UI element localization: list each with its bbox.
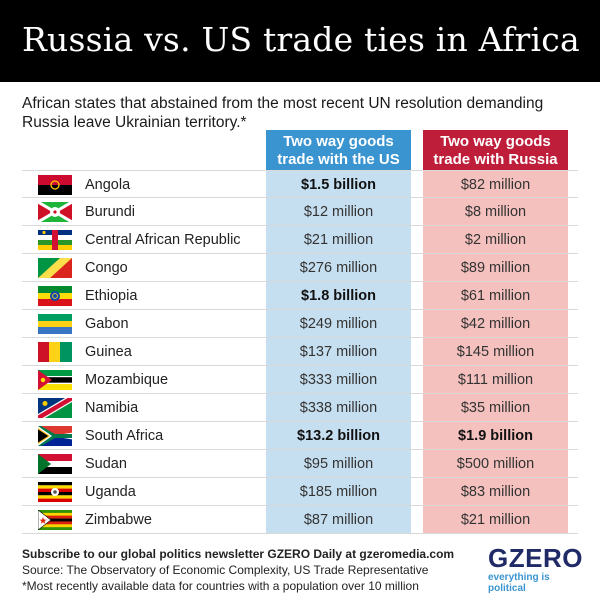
russia-trade-value: $500 million — [456, 456, 535, 472]
us-trade-value: $21 million — [303, 232, 374, 248]
russia-trade-value: $1.9 billion — [458, 428, 533, 444]
table-row: Ethiopia $1.8 billion $61 million — [22, 282, 578, 310]
country-name: Namibia — [85, 400, 139, 416]
chart-subtitle: African states that abstained from the m… — [22, 95, 544, 131]
russia-trade-value: $35 million — [460, 400, 531, 416]
russia-trade-value: $2 million — [464, 232, 527, 248]
subscribe-note: Subscribe to our global politics newslet… — [22, 547, 455, 561]
us-trade-value: $333 million — [299, 372, 378, 388]
russia-trade-value: $8 million — [464, 204, 527, 220]
zimbabwe-flag-icon — [38, 510, 72, 530]
russia-trade-value: $21 million — [460, 512, 531, 528]
uganda-flag-icon — [38, 482, 72, 502]
us-column-header: Two way goods trade with the US — [266, 130, 411, 170]
gzero-logo: GZERO everything is political — [488, 543, 583, 594]
us-trade-value: $1.8 billion — [301, 288, 376, 304]
table-row: Zimbabwe $87 million $21 million — [22, 506, 578, 534]
russia-trade-value: $89 million — [460, 260, 531, 276]
table-row: Uganda $185 million $83 million — [22, 478, 578, 506]
table-row: South Africa $13.2 billion $1.9 billion — [22, 422, 578, 450]
gabon-flag-icon — [38, 314, 72, 334]
us-trade-value: $137 million — [299, 344, 378, 360]
logo-wordmark: GZERO — [488, 543, 583, 573]
us-trade-value: $338 million — [299, 400, 378, 416]
table-row: Sudan $95 million $500 million — [22, 450, 578, 478]
country-name: Central African Republic — [85, 232, 241, 248]
russia-trade-value: $111 million — [457, 372, 534, 388]
russia-trade-value: $82 million — [460, 177, 531, 193]
car-flag-icon — [38, 230, 72, 250]
russia-trade-value: $61 million — [460, 288, 531, 304]
russia-column-header: Two way goods trade with Russia — [423, 130, 568, 170]
sudan-flag-icon — [38, 454, 72, 474]
us-trade-value: $185 million — [299, 484, 378, 500]
country-name: Gabon — [85, 316, 129, 332]
title-banner: Russia vs. US trade ties in Africa — [0, 0, 600, 82]
south-africa-flag-icon — [38, 426, 72, 446]
us-trade-value: $87 million — [303, 512, 374, 528]
congo-flag-icon — [38, 258, 72, 278]
table-row: Burundi $12 million $8 million — [22, 198, 578, 226]
table-row: Namibia $338 million $35 million — [22, 394, 578, 422]
footnote: *Most recently available data for countr… — [22, 579, 419, 593]
country-name: Congo — [85, 260, 128, 276]
country-name: Burundi — [85, 204, 135, 220]
logo-tagline: everything is political — [488, 572, 550, 594]
country-name: Guinea — [85, 344, 132, 360]
country-name: Uganda — [85, 484, 136, 500]
table-row: Central African Republic $21 million $2 mi… — [22, 226, 578, 254]
russia-trade-value: $42 million — [460, 316, 531, 332]
russia-trade-value: $83 million — [460, 484, 531, 500]
country-name: Zimbabwe — [85, 512, 152, 528]
us-trade-value: $13.2 billion — [297, 428, 380, 444]
us-trade-value: $1.5 billion — [301, 177, 376, 193]
us-trade-value: $249 million — [299, 316, 378, 332]
table-row: Angola $1.5 billion $82 million — [22, 170, 578, 198]
country-name: Mozambique — [85, 372, 169, 388]
us-trade-value: $95 million — [303, 456, 374, 472]
guinea-flag-icon — [38, 342, 72, 362]
us-trade-value: $12 million — [303, 204, 374, 220]
russia-trade-value: $145 million — [456, 344, 535, 360]
ethiopia-flag-icon — [38, 286, 72, 306]
table-row: Gabon $249 million $42 million — [22, 310, 578, 338]
burundi-flag-icon — [38, 202, 72, 222]
angola-flag-icon — [38, 175, 72, 195]
country-name: Ethiopia — [85, 288, 138, 304]
country-name: Angola — [85, 177, 131, 193]
us-trade-value: $276 million — [299, 260, 378, 276]
table-row: Congo $276 million $89 million — [22, 254, 578, 282]
source-note: Source: The Observatory of Economic Comp… — [22, 563, 429, 577]
table-row: Mozambique $333 million $111 million — [22, 366, 578, 394]
country-name: Sudan — [85, 456, 127, 472]
country-name: South Africa — [85, 428, 164, 444]
table-row: Guinea $137 million $145 million — [22, 338, 578, 366]
chart-title: Russia vs. US trade ties in Africa — [22, 20, 580, 59]
trade-table: Angola $1.5 billion $82 million Burundi $12 … — [22, 170, 578, 534]
mozambique-flag-icon — [38, 370, 72, 390]
namibia-flag-icon — [38, 398, 72, 418]
